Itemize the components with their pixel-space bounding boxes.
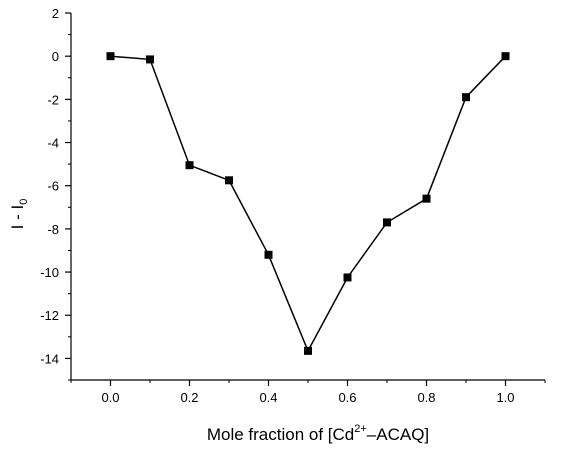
y-tick-label: -4 <box>47 136 59 151</box>
y-tick-label: -14 <box>40 351 59 366</box>
x-tick-label: 0.2 <box>180 390 198 405</box>
data-point <box>383 218 391 227</box>
data-point <box>422 194 431 203</box>
x-tick-label: 1.0 <box>496 390 514 405</box>
y-axis-title-main: I - I <box>8 205 27 230</box>
x-tick-label: 0.8 <box>417 390 435 405</box>
y-tick-label: -8 <box>47 222 59 237</box>
series-line <box>110 55 507 353</box>
data-point <box>304 346 312 355</box>
y-tick-label: -12 <box>40 308 59 323</box>
y-tick-label: -6 <box>47 179 59 194</box>
data-point <box>146 55 154 64</box>
y-axis-title: I - I0 <box>8 199 30 230</box>
x-axis-title: Mole fraction of [Cd2+–ACAQ] <box>207 423 429 444</box>
data-point <box>462 93 470 102</box>
y-tick-label: 2 <box>52 6 59 21</box>
x-axis-title-sup: 2+ <box>354 423 367 435</box>
data-point <box>185 161 194 170</box>
plot-area <box>106 52 510 355</box>
x-tick-label: 0.6 <box>338 390 356 405</box>
x-axis-title-main: Mole fraction of [Cd <box>207 425 354 444</box>
y-tick-label: -2 <box>47 92 59 107</box>
data-point <box>106 52 115 61</box>
x-axis-title-rest: –ACAQ] <box>367 425 429 444</box>
axes <box>70 13 545 381</box>
x-tick-label: 0.0 <box>101 390 119 405</box>
y-tick-label: 0 <box>52 49 59 64</box>
data-point <box>264 250 273 259</box>
y-tick-label: -10 <box>40 265 59 280</box>
x-tick-label: 0.4 <box>259 390 277 405</box>
y-axis-title-sub: 0 <box>18 199 30 205</box>
ticks: 2 0 -2 -4 -6 -8 -10 -12 -14 0.0 0.2 0.4 0.6 0.8 1.0 <box>40 6 546 405</box>
data-point <box>501 52 510 61</box>
data-point <box>343 273 352 282</box>
data-point <box>225 176 233 185</box>
